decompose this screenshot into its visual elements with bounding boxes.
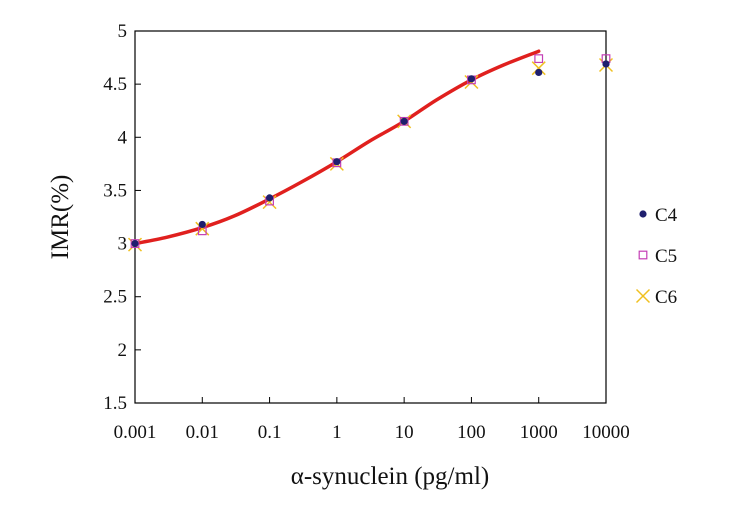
y-tick-label: 2	[118, 340, 128, 361]
point-c4	[198, 220, 206, 229]
point-c5	[534, 54, 544, 64]
x-tick-label: 1000	[520, 422, 558, 443]
legend-marker-c6	[635, 288, 651, 304]
point-c4	[535, 68, 543, 77]
x-tick-label: 100	[457, 422, 486, 443]
point-c4	[265, 194, 274, 202]
point-c5	[130, 239, 140, 248]
y-tick-label: 4.5	[103, 74, 127, 95]
y-tick-label: 4	[118, 127, 128, 148]
point-c4	[333, 158, 341, 166]
legend-marker-c4	[639, 210, 647, 218]
x-axis-title: α-synuclein (pg/ml)	[291, 463, 489, 490]
legend-marker-c5	[638, 250, 648, 260]
y-tick-label: 1.5	[103, 393, 127, 414]
point-c4	[400, 117, 408, 125]
point-c4	[602, 60, 610, 68]
x-tick-label: 0.1	[258, 422, 282, 443]
point-c4	[131, 239, 139, 248]
point-c5	[399, 116, 409, 126]
x-tick-label: 0.001	[114, 422, 157, 443]
point-c6	[531, 61, 546, 76]
legend: C4 C5 C6	[635, 205, 678, 308]
data-points	[127, 54, 614, 252]
y-tick-label: 3	[118, 234, 128, 255]
legend-label-c4: C4	[655, 205, 678, 226]
legend-label-c6: C6	[655, 287, 677, 308]
y-tick-label: 3.5	[103, 180, 127, 201]
y-axis-title: IMR(%)	[47, 175, 74, 260]
x-tick-label: 0.01	[186, 422, 219, 443]
y-axis-ticks: 1.5 2 2.5 3 3.5 4 4.5 5	[103, 21, 141, 414]
x-tick-label: 10	[395, 422, 414, 443]
x-tick-label: 1	[332, 422, 342, 443]
x-axis-ticks: 0.001 0.01 0.1 1 10 100 1000 10000	[114, 397, 630, 443]
y-tick-label: 2.5	[103, 287, 127, 308]
y-tick-label: 5	[118, 21, 128, 42]
plot-area	[134, 30, 607, 404]
x-tick-label: 10000	[582, 422, 630, 443]
point-c4	[467, 75, 476, 83]
legend-label-c5: C5	[655, 246, 677, 267]
